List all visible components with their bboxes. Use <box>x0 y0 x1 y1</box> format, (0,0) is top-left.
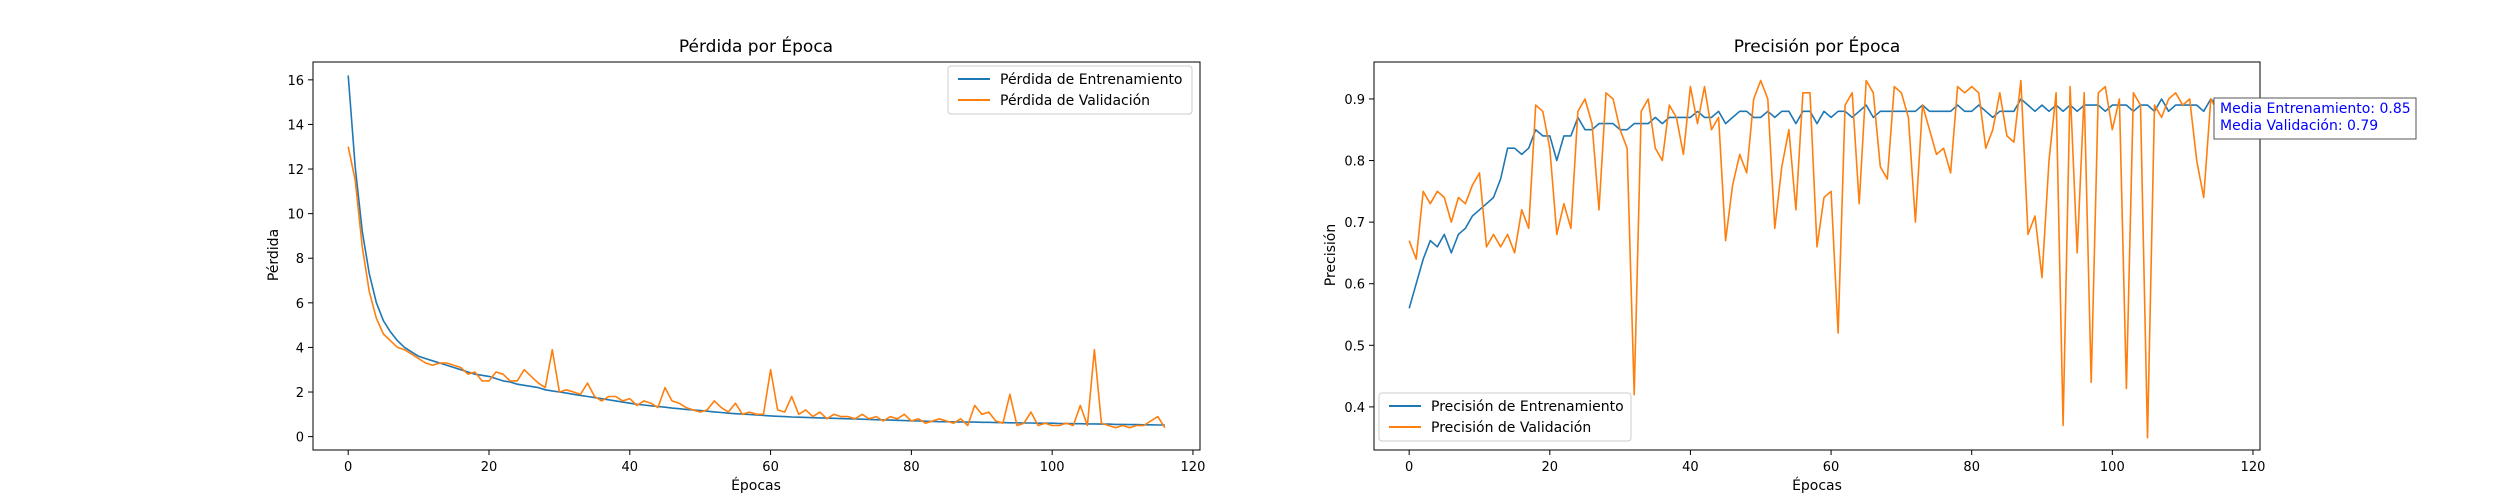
accuracy-chart-frame <box>1373 61 2261 451</box>
accuracy-chart: Precisión por Época Épocas Precisión 0 20… <box>1323 35 2417 494</box>
accuracy-ytick-label: 0.6 <box>1344 278 1365 293</box>
accuracy-ytick-label: 0.9 <box>1344 93 1365 108</box>
loss-ytick-label: 14 <box>287 118 304 133</box>
annotation-box <box>2213 97 2417 140</box>
accuracy-xtick-label: 80 <box>1963 460 1980 475</box>
loss-chart-frame <box>312 61 1201 451</box>
loss-ytick-label: 12 <box>287 163 304 178</box>
loss-legend-box <box>947 65 1193 115</box>
accuracy-xtick-label: 0 <box>1405 460 1413 475</box>
annotation-train-mean: Media Entrenamiento: 0.85 <box>2220 101 2411 117</box>
loss-ytick-label: 2 <box>296 386 304 401</box>
loss-xtick-label: 0 <box>344 460 352 475</box>
accuracy-series-line-val <box>1408 79 2226 439</box>
accuracy-chart-xlabel: Épocas <box>1792 477 1842 494</box>
loss-xtick-label: 100 <box>1040 460 1065 475</box>
accuracy-xtick-label: 120 <box>2241 460 2266 475</box>
accuracy-chart-title: Precisión por Época <box>1734 35 1901 57</box>
accuracy-chart-legend: Precisión de Entrenamiento Precisión de … <box>1378 392 1632 442</box>
loss-xtick-label: 80 <box>903 460 920 475</box>
accuracy-legend-box <box>1378 392 1632 442</box>
legend-label-val-acc: Precisión de Validación <box>1431 420 1591 436</box>
accuracy-ytick-label: 0.8 <box>1344 155 1365 170</box>
loss-xtick-label: 60 <box>762 460 779 475</box>
legend-label-val-loss: Pérdida de Validación <box>1000 93 1150 109</box>
legend-label-train-acc: Precisión de Entrenamiento <box>1431 399 1624 415</box>
annotation-val-mean: Media Validación: 0.79 <box>2220 118 2378 134</box>
loss-ytick-label: 0 <box>296 431 304 446</box>
accuracy-ytick-label: 0.4 <box>1344 401 1365 416</box>
loss-chart-ylabel: Pérdida <box>266 229 282 281</box>
loss-ytick-label: 6 <box>296 297 304 312</box>
loss-ytick-label: 8 <box>296 252 304 267</box>
loss-chart-xticks: 0 20 40 60 80 100 120 <box>344 450 1205 475</box>
loss-chart-legend: Pérdida de Entrenamiento Pérdida de Vali… <box>947 65 1193 115</box>
accuracy-xtick-label: 40 <box>1682 460 1699 475</box>
accuracy-xtick-label: 60 <box>1823 460 1840 475</box>
accuracy-chart-ylabel: Precisión <box>1323 224 1339 286</box>
loss-xtick-label: 40 <box>622 460 639 475</box>
accuracy-chart-series <box>1408 79 2226 439</box>
accuracy-xtick-label: 100 <box>2100 460 2125 475</box>
loss-chart-series <box>347 75 1166 429</box>
accuracy-series-line-train <box>1408 98 2225 309</box>
loss-series-line-val <box>347 146 1166 429</box>
loss-ytick-label: 4 <box>296 341 304 356</box>
loss-xtick-label: 20 <box>481 460 498 475</box>
loss-xtick-label: 120 <box>1181 460 1206 475</box>
accuracy-ytick-label: 0.7 <box>1344 216 1365 231</box>
loss-ytick-label: 16 <box>287 74 304 89</box>
loss-chart: Pérdida por Época Épocas Pérdida 0 20 40 60… <box>266 35 1205 494</box>
loss-chart-xlabel: Épocas <box>731 477 781 494</box>
loss-ytick-label: 10 <box>287 208 304 223</box>
loss-chart-yticks: 0 2 4 6 8 10 12 14 16 <box>287 74 313 446</box>
accuracy-xtick-label: 20 <box>1542 460 1559 475</box>
legend-label-train-loss: Pérdida de Entrenamiento <box>1000 72 1183 88</box>
accuracy-chart-xticks: 0 20 40 60 80 100 120 <box>1405 450 2265 475</box>
accuracy-chart-yticks: 0.4 0.5 0.6 0.7 0.8 0.9 <box>1344 93 1374 416</box>
accuracy-annotation: Media Entrenamiento: 0.85 Media Validaci… <box>2213 97 2417 140</box>
loss-chart-title: Pérdida por Época <box>679 35 833 57</box>
accuracy-ytick-label: 0.5 <box>1344 339 1365 354</box>
